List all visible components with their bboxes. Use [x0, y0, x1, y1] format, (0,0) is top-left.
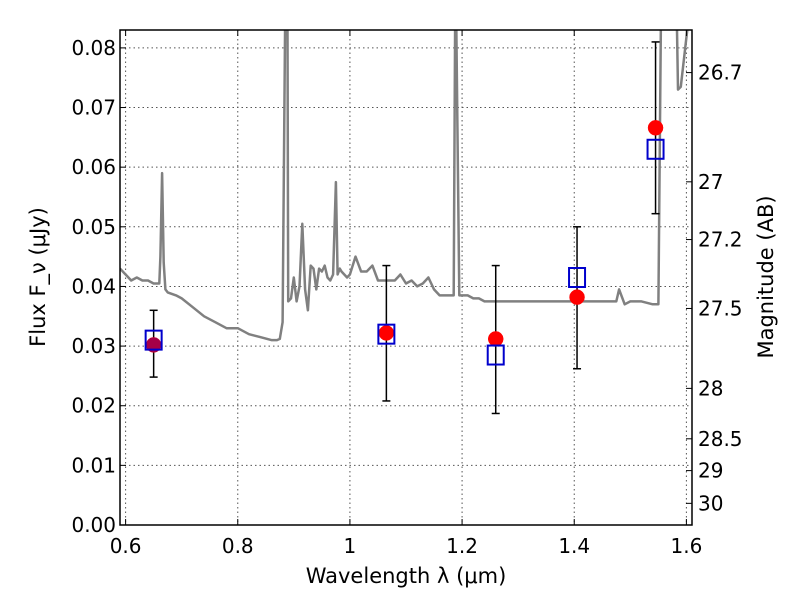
mag-tick-label: 27.2 [698, 228, 743, 252]
y-tick-label: 0.00 [71, 513, 116, 537]
mag-tick-label: 27.5 [698, 296, 743, 320]
mag-tick-label: 30 [698, 491, 723, 515]
x-tick-label: 1.2 [446, 534, 478, 558]
y-axis-label: Flux F_ν (μJy) [26, 207, 51, 347]
mag-tick-label: 29 [698, 459, 723, 483]
mag-tick-label: 28 [698, 376, 723, 400]
y-axis-label-right: Magnitude (AB) [754, 195, 778, 358]
mag-tick-label: 27 [698, 170, 723, 194]
x-tick-label: 0.6 [110, 534, 142, 558]
plot-frame [119, 29, 693, 526]
model-flux-square [377, 323, 396, 345]
x-tick-label: 1.4 [558, 534, 590, 558]
model-flux-square [568, 267, 587, 288]
observed-flux-point [487, 331, 504, 347]
model-flux-square [646, 138, 665, 160]
y-tick-label: 0.05 [71, 215, 116, 239]
y-tick-label: 0.07 [71, 96, 116, 120]
mag-tick-label: 28.5 [698, 427, 743, 451]
mag-tick-label: 26.7 [698, 61, 743, 85]
x-tick-label: 1 [344, 534, 357, 558]
overlap-tint [146, 337, 162, 353]
observed-flux-point [378, 325, 395, 341]
observed-flux-point [647, 120, 664, 136]
y-tick-label: 0.02 [71, 394, 116, 418]
observed-flux-point [569, 289, 585, 305]
y-tick-label: 0.06 [71, 155, 116, 179]
model-spectrum [120, 30, 689, 342]
y-tick-label: 0.03 [71, 334, 116, 358]
y-tick-label: 0.04 [71, 274, 116, 298]
y-tick-label: 0.08 [71, 36, 116, 60]
model-flux-square [144, 329, 163, 351]
y-tick-label: 0.01 [71, 453, 116, 477]
spectrum-line [120, 30, 689, 342]
data-markers [144, 120, 665, 366]
model-flux-square [486, 344, 505, 366]
x-tick-label: 0.8 [222, 534, 254, 558]
x-axis-label: Wavelength λ (μm) [306, 564, 507, 588]
grid [120, 30, 692, 526]
error-bars [149, 41, 660, 415]
ticks: 0.6 0.8 1 1.2 1.4 1.6 0.00 0.01 0.02 0.03 0.04 0.05… [71, 30, 743, 558]
x-tick-label: 1.6 [670, 534, 702, 558]
